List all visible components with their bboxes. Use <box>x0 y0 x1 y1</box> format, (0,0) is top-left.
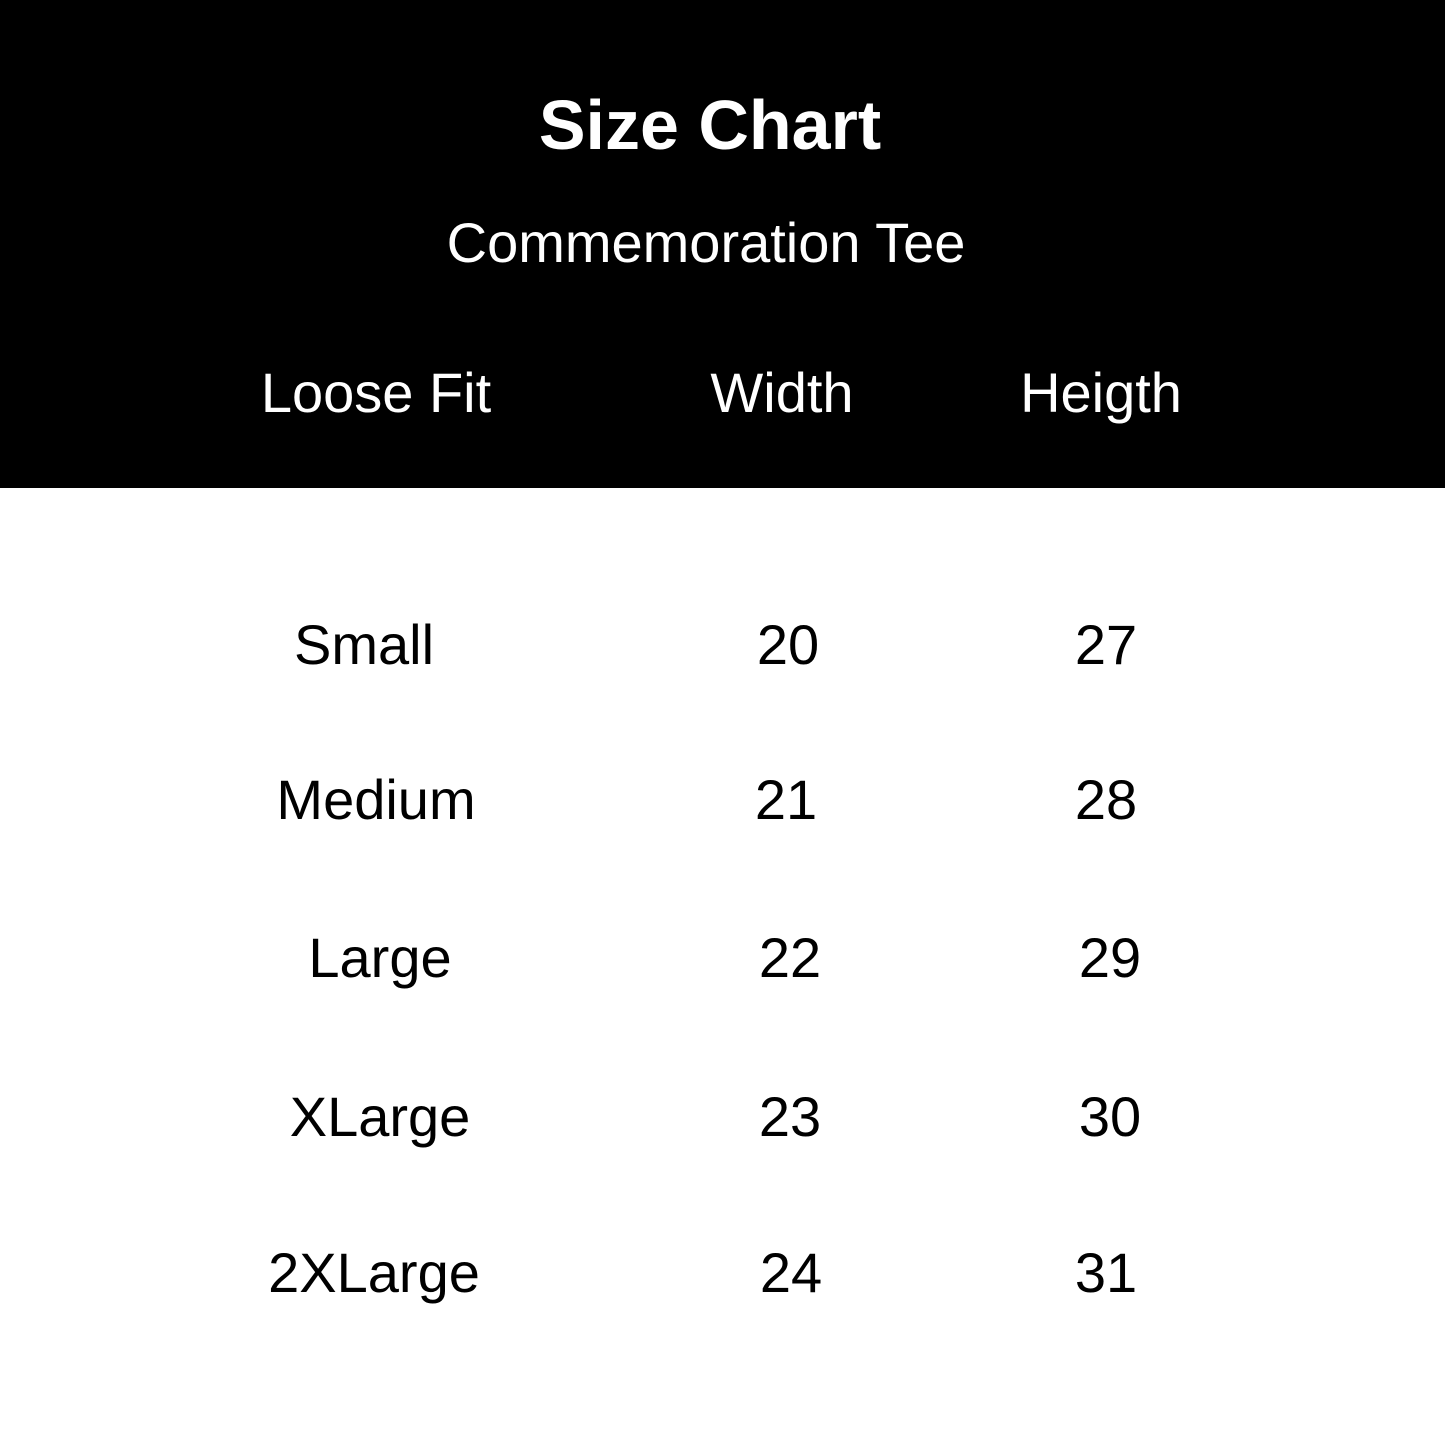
width-cell: 24 <box>759 1241 823 1304</box>
height-cell: 27 <box>1074 613 1138 676</box>
height-cell: 29 <box>1078 926 1142 989</box>
height-cell: 31 <box>1074 1241 1138 1304</box>
width-cell: 20 <box>756 613 820 676</box>
size-cell: 2XLarge <box>268 1241 480 1304</box>
width-cell: 21 <box>754 768 818 831</box>
size-cell: XLarge <box>289 1085 471 1148</box>
size-cell: Large <box>308 926 452 989</box>
column-header-width: Width <box>710 361 854 424</box>
width-cell: 22 <box>758 926 822 989</box>
size-cell: Medium <box>276 768 476 831</box>
page-title: Size Chart <box>538 86 882 164</box>
header-band <box>0 0 1445 488</box>
page-subtitle: Commemoration Tee <box>446 211 966 274</box>
column-header-height: Heigth <box>1020 361 1182 424</box>
size-cell: Small <box>293 613 435 676</box>
height-cell: 28 <box>1074 768 1138 831</box>
width-cell: 23 <box>758 1085 822 1148</box>
column-header-size: Loose Fit <box>260 361 492 424</box>
height-cell: 30 <box>1078 1085 1142 1148</box>
